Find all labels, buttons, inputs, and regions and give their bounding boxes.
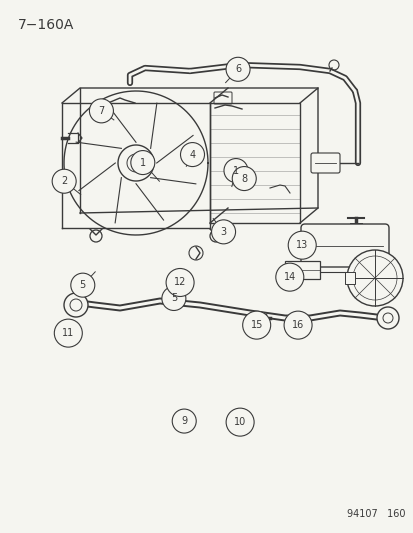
Text: 10: 10	[233, 417, 246, 427]
Text: 6: 6	[235, 64, 240, 74]
FancyBboxPatch shape	[300, 224, 388, 267]
FancyBboxPatch shape	[344, 272, 354, 284]
Circle shape	[64, 293, 88, 317]
Circle shape	[346, 250, 402, 306]
Text: 13: 13	[295, 240, 308, 250]
Circle shape	[211, 220, 235, 244]
Text: 1: 1	[233, 166, 238, 175]
Circle shape	[232, 166, 256, 191]
Circle shape	[287, 231, 316, 259]
Text: 7: 7	[98, 106, 104, 116]
Text: 11: 11	[62, 328, 74, 338]
Text: 5: 5	[79, 280, 86, 290]
Text: 9: 9	[181, 416, 187, 426]
Text: 3: 3	[220, 227, 226, 237]
Circle shape	[54, 319, 82, 347]
Text: 16: 16	[291, 320, 304, 330]
Circle shape	[89, 99, 113, 123]
Text: 5: 5	[170, 294, 177, 303]
FancyBboxPatch shape	[310, 153, 339, 173]
Circle shape	[223, 158, 247, 183]
Circle shape	[52, 169, 76, 193]
Circle shape	[225, 408, 254, 436]
Circle shape	[275, 263, 303, 291]
Text: 7−160A: 7−160A	[18, 18, 74, 32]
Circle shape	[166, 269, 194, 296]
Text: 4: 4	[189, 150, 195, 159]
FancyBboxPatch shape	[284, 261, 319, 279]
Text: 94107   160: 94107 160	[347, 509, 405, 519]
Text: 14: 14	[283, 272, 295, 282]
Circle shape	[283, 311, 311, 339]
Circle shape	[71, 273, 95, 297]
Circle shape	[376, 307, 398, 329]
Circle shape	[180, 142, 204, 167]
Circle shape	[242, 311, 270, 339]
Text: 1: 1	[140, 158, 145, 167]
Circle shape	[172, 409, 196, 433]
Text: 15: 15	[250, 320, 262, 330]
Circle shape	[161, 286, 185, 311]
Text: 8: 8	[241, 174, 247, 183]
Text: 12: 12	[173, 278, 186, 287]
Text: 2: 2	[61, 176, 67, 186]
Circle shape	[131, 150, 154, 175]
Circle shape	[225, 57, 249, 82]
